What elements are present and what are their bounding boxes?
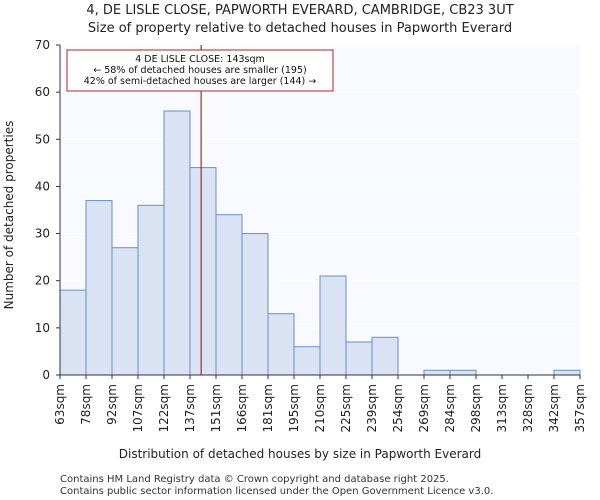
x-tick-label-9: 195sqm xyxy=(287,384,301,432)
bar-107sqm xyxy=(137,204,165,376)
chart-title: 4, DE LISLE CLOSE, PAPWORTH EVERARD, CAM… xyxy=(86,3,513,18)
bar-137sqm xyxy=(189,167,217,376)
bar-63sqm xyxy=(59,289,87,376)
bar-78sqm xyxy=(85,200,113,376)
x-tick-label-11: 225sqm xyxy=(339,384,353,432)
bar-342sqm xyxy=(553,369,581,376)
x-tick-label-6: 151sqm xyxy=(209,384,223,432)
x-tick-label-1: 78sqm xyxy=(79,384,93,425)
y-tick-label-1: 10 xyxy=(35,321,50,335)
y-axis-label: Number of detached properties xyxy=(2,121,16,310)
x-tick-label-7: 166sqm xyxy=(235,384,249,432)
bars xyxy=(59,110,581,376)
bar-151sqm xyxy=(215,214,243,376)
y-tick-label-0: 0 xyxy=(42,368,50,382)
x-tick-label-15: 284sqm xyxy=(443,384,457,432)
y-tick-label-6: 60 xyxy=(35,85,50,99)
x-tick-label-5: 137sqm xyxy=(183,384,197,432)
x-tick-label-0: 63sqm xyxy=(53,384,67,425)
annotation-line-1: 4 DE LISLE CLOSE: 143sqm xyxy=(135,54,265,65)
x-tick-label-18: 328sqm xyxy=(521,384,535,432)
footer-line-1: Contains HM Land Registry data © Crown c… xyxy=(60,474,449,485)
annotation-line-2: ← 58% of detached houses are smaller (19… xyxy=(93,65,306,76)
bar-239sqm xyxy=(371,336,399,376)
bar-210sqm xyxy=(319,275,347,376)
y-tick-label-2: 20 xyxy=(35,274,50,288)
annotation-frame xyxy=(66,49,334,92)
footer-line-2: Contains public sector information licen… xyxy=(60,486,493,497)
x-tick-label-10: 210sqm xyxy=(313,384,327,432)
bar-195sqm xyxy=(293,346,321,376)
annotation-line-3: 42% of semi-detached houses are larger (… xyxy=(84,76,317,87)
bar-269sqm xyxy=(423,369,451,376)
y-tick-label-3: 30 xyxy=(35,227,50,241)
x-tick-label-19: 342sqm xyxy=(547,384,561,432)
bar-92sqm xyxy=(111,247,139,376)
bar-181sqm xyxy=(267,313,295,376)
x-tick-label-12: 239sqm xyxy=(365,384,379,432)
bar-122sqm xyxy=(163,110,191,376)
x-tick-label-14: 269sqm xyxy=(417,384,431,432)
x-tick-label-13: 254sqm xyxy=(391,384,405,432)
x-tick-label-16: 298sqm xyxy=(469,384,483,432)
x-tick-label-4: 122sqm xyxy=(157,384,171,432)
chart-subtitle: Size of property relative to detached ho… xyxy=(88,21,512,36)
bar-166sqm xyxy=(241,233,269,376)
annotation-box: 4 DE LISLE CLOSE: 143sqm ← 58% of detach… xyxy=(66,49,334,92)
x-tick-label-8: 181sqm xyxy=(261,384,275,432)
y-tick-label-5: 50 xyxy=(35,132,50,146)
x-tick-label-20: 357sqm xyxy=(573,384,587,432)
x-axis-label: Distribution of detached houses by size … xyxy=(119,447,481,461)
y-tick-label-4: 40 xyxy=(35,179,50,193)
bar-284sqm xyxy=(449,369,477,376)
x-tick-label-3: 107sqm xyxy=(131,384,145,432)
y-tick-label-7: 70 xyxy=(35,38,50,52)
y-axis-ticks: 0 10 20 30 40 50 60 70 xyxy=(35,38,60,382)
x-tick-label-17: 313sqm xyxy=(495,384,509,432)
x-axis-ticks: 63sqm 78sqm 92sqm 107sqm 122sqm 137sqm 151sqm 1… xyxy=(53,375,587,432)
x-tick-label-2: 92sqm xyxy=(105,384,119,425)
bar-225sqm xyxy=(345,341,373,376)
